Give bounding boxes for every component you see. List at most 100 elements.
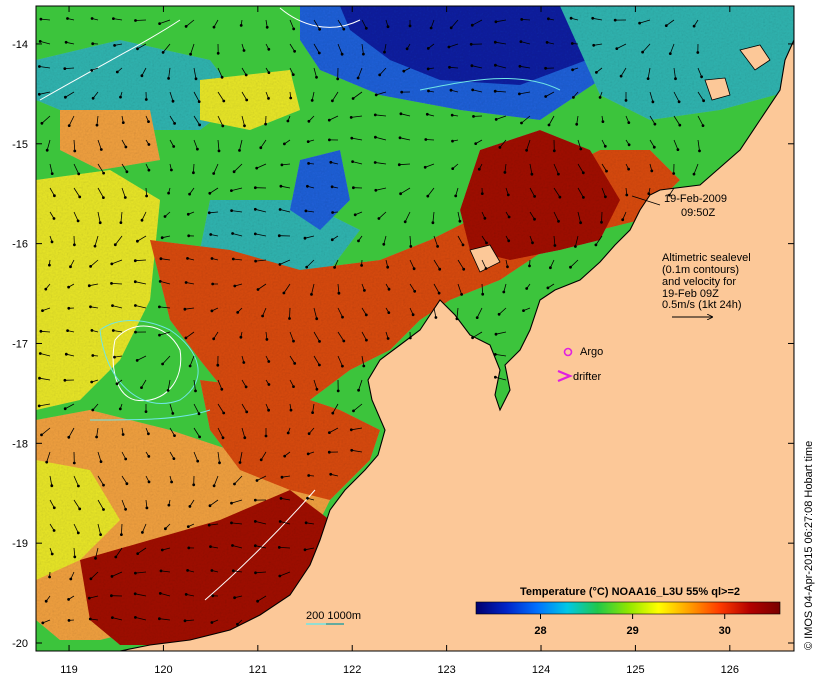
velocity-arrow-head [676,148,680,152]
velocity-arrow-head [73,149,77,153]
velocity-arrow-head [93,244,97,248]
velocity-arrow [209,523,219,526]
velocity-arrow-head [520,121,523,125]
velocity-arrow-head [373,113,377,117]
velocity-arrow [217,139,220,151]
velocity-arrow [409,235,412,247]
velocity-arrow-head [531,241,534,245]
velocity-arrow [289,307,291,319]
velocity-arrow-head [278,208,282,211]
velocity-arrow [697,115,704,126]
velocity-arrow [41,115,51,124]
velocity-arrow-head [256,288,260,291]
velocity-arrow [162,355,171,365]
velocity-arrow [90,571,99,580]
velocity-arrow-head [140,74,144,78]
velocity-arrow [49,475,53,486]
velocity-arrow [121,475,128,484]
velocity-arrow-head [67,306,71,310]
velocity-arrow-head [244,73,248,77]
lon-tick-label: 124 [532,664,550,676]
velocity-arrow-head [187,234,191,238]
velocity-arrow-head [306,452,310,456]
velocity-arrow [217,91,225,102]
velocity-arrow-head [194,389,197,393]
velocity-arrow-head [277,546,281,549]
velocity-arrow-head [448,65,451,69]
credit-text: © IMOS 04-Apr-2015 06:27:08 Hobart time [803,441,815,650]
drifter-legend: drifter [557,369,601,383]
velocity-arrow [46,451,51,463]
velocity-arrow [121,163,128,173]
velocity-arrow [169,91,174,102]
velocity-arrow-head [615,47,619,50]
velocity-arrow [209,499,219,507]
velocity-arrow-head [67,285,70,289]
velocity-arrow [521,115,531,124]
velocity-arrow-head [140,531,144,534]
velocity-arrow [553,187,561,198]
velocity-arrow [255,233,267,237]
velocity-arrow-head [91,408,95,412]
velocity-arrow-head [38,376,41,380]
velocity-arrow-head [493,89,497,93]
velocity-arrow [495,331,507,335]
velocity-arrow-head [350,136,354,140]
lon-tick-label: 123 [437,664,455,676]
velocity-arrow-head [198,123,202,127]
velocity-arrow-head [304,209,308,213]
velocity-arrow [279,547,291,549]
velocity-arrow-head [91,42,95,46]
velocity-arrow-head [522,309,525,313]
velocity-arrow-head [434,316,438,319]
velocity-arrow-head [232,170,236,174]
velocity-arrow-head [187,546,191,550]
velocity-arrow-head [64,95,67,99]
velocity-arrow-head [110,281,113,285]
velocity-arrow-head [135,239,139,243]
velocity-arrow-head [66,329,69,333]
velocity-arrow-head [88,617,92,621]
velocity-arrow [595,235,603,246]
velocity-arrow [135,305,147,309]
velocity-arrow-head [236,310,240,314]
velocity-arrow-head [169,168,173,172]
velocity-arrow [40,353,51,357]
velocity-arrow-head [267,408,271,412]
velocity-arrow-head [99,148,103,151]
velocity-arrow-head [212,337,216,341]
velocity-arrow-head [230,501,233,505]
velocity-arrow-head [277,234,281,238]
velocity-arrow-head [67,124,71,127]
velocity-arrow-head [267,47,271,51]
velocity-arrow-head [506,265,509,269]
velocity-arrow-head [147,480,151,484]
velocity-arrow-head [111,304,114,308]
velocity-arrow-head [582,195,585,199]
velocity-arrow [167,379,171,391]
velocity-arrow [39,66,51,69]
velocity-arrow-head [253,520,257,523]
velocity-arrow [95,547,99,559]
velocity-arrow [577,139,582,150]
velocity-arrow-head [408,336,412,340]
colorbar-tick-label: 28 [534,625,546,637]
velocity-arrow-head [349,428,353,432]
velocity-arrow-head [471,336,475,340]
velocity-arrow [233,163,243,172]
velocity-arrow-head [221,124,225,128]
velocity-arrow [193,91,200,102]
velocity-arrow [432,211,435,223]
colorbar-tick-label: 29 [626,625,638,637]
sst-orange-west [60,110,160,170]
velocity-arrow [409,259,415,269]
velocity-arrow-head [292,339,295,343]
velocity-arrow-head [474,142,478,146]
velocity-arrow-head [638,21,641,25]
velocity-arrow [351,449,363,453]
velocity-arrow-head [45,460,49,464]
velocity-arrow [40,330,51,333]
velocity-arrow-head [216,363,220,367]
velocity-arrow [519,91,531,95]
velocity-arrow-head [340,364,344,368]
